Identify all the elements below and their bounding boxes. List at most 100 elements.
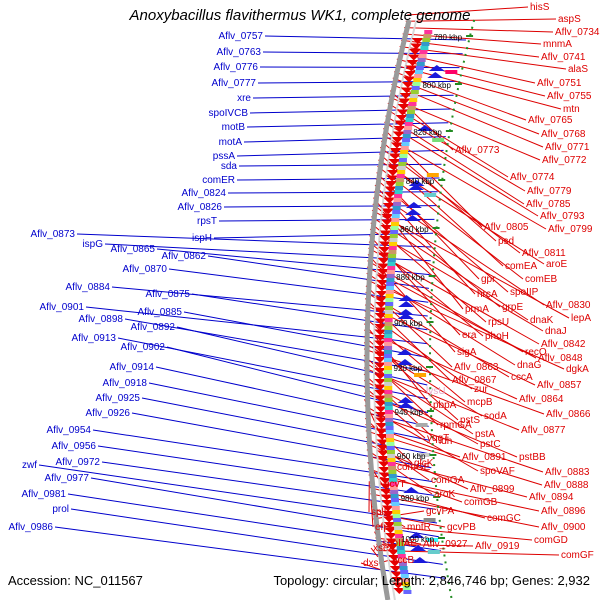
cog-band-segment xyxy=(385,310,393,314)
feature-block xyxy=(428,550,440,554)
left-connector xyxy=(237,150,444,156)
right-gene-label: Aflv_0830 xyxy=(546,300,591,311)
right-gene-label: rpmGA xyxy=(440,420,472,431)
right-gene-label: Aflv_0857 xyxy=(537,380,582,391)
left-gene-label: Aflv_0824 xyxy=(182,188,227,199)
accession-text: Accession: NC_011567 xyxy=(8,573,143,588)
cog-band-segment xyxy=(386,282,394,286)
left-gene-label: Aflv_0865 xyxy=(111,244,156,255)
cog-band-segment xyxy=(384,374,392,378)
left-gene-label: Aflv_0925 xyxy=(96,393,141,404)
cog-band-segment xyxy=(386,438,394,442)
cog-band-segment xyxy=(405,122,413,126)
right-gene-label: spoIIP xyxy=(510,287,539,298)
left-gene-label: Aflv_0892 xyxy=(131,322,176,333)
feature-block xyxy=(445,70,457,74)
feature-arrow-blue xyxy=(405,209,421,215)
cog-band-segment xyxy=(387,454,395,458)
cog-band-segment xyxy=(403,134,411,138)
cog-band-segment xyxy=(394,526,402,530)
left-gene-label: Aflv_0981 xyxy=(22,489,67,500)
right-gene-label: Aflv_0894 xyxy=(529,492,574,503)
left-gene-label: Aflv_0901 xyxy=(40,302,85,313)
cog-band-segment xyxy=(384,354,392,358)
cog-band-segment xyxy=(384,342,392,346)
cog-band-segment xyxy=(395,190,403,194)
cog-band-segment xyxy=(390,490,398,494)
cog-band-segment xyxy=(397,550,405,554)
scale-tick-label: 860 kbp xyxy=(400,225,429,234)
cog-band-segment xyxy=(398,166,406,170)
cog-band-segment xyxy=(384,370,392,374)
left-gene-label: comER xyxy=(202,175,235,186)
scale-tick-label: 920 kbp xyxy=(394,364,423,373)
cog-band-segment xyxy=(384,366,392,370)
cog-band-segment xyxy=(408,102,416,106)
left-gene-label: zwf xyxy=(22,460,37,471)
cog-band-segment xyxy=(385,414,393,418)
right-gene-label: lepA xyxy=(571,313,591,324)
cog-band-segment xyxy=(394,194,402,198)
cog-band-segment xyxy=(385,410,393,414)
cog-band-segment xyxy=(386,434,394,438)
left-gene-label: Aflv_0826 xyxy=(178,202,223,213)
right-gene-label: spoVAF xyxy=(480,466,515,477)
cog-band-segment xyxy=(384,390,392,394)
cog-band-segment xyxy=(384,326,392,330)
left-gene-label: Aflv_0914 xyxy=(110,362,155,373)
scale-tick-label: 980 kbp xyxy=(401,494,430,503)
cog-band-segment xyxy=(386,290,394,294)
cog-band-segment xyxy=(409,98,417,102)
cog-band-segment xyxy=(392,510,400,514)
cog-band-segment xyxy=(389,246,397,250)
right-gene-label: sigA xyxy=(457,347,477,358)
right-gene-label: psd xyxy=(498,236,514,247)
cog-band-segment xyxy=(398,162,406,166)
cog-band-segment xyxy=(400,150,408,154)
scale-tick-label: 820 kbp xyxy=(413,128,442,137)
cog-band-segment xyxy=(384,338,392,342)
right-gene-label: dnaJ xyxy=(545,326,567,337)
right-gene-label: accB xyxy=(392,555,415,566)
cog-band-segment xyxy=(384,350,392,354)
cog-band-segment xyxy=(387,274,395,278)
right-gene-label: pbpA xyxy=(433,400,457,411)
right-gene-label: grpE xyxy=(502,302,523,313)
left-connector xyxy=(239,164,441,166)
right-gene-label: Aflv_0741 xyxy=(541,52,586,63)
right-gene-label: dgkA xyxy=(566,364,589,375)
cog-band-segment xyxy=(406,114,414,118)
right-gene-label: alaS xyxy=(568,64,588,75)
left-gene-label: rpsT xyxy=(197,216,217,227)
right-gene-label: pstC xyxy=(480,439,501,450)
cog-band-segment xyxy=(422,38,430,42)
cog-band-segment xyxy=(384,330,392,334)
cog-band-segment xyxy=(392,506,400,510)
cog-band-segment xyxy=(401,142,409,146)
right-gene-label: splB xyxy=(371,507,391,518)
cog-band-segment xyxy=(386,442,394,446)
left-gene-label: Aflv_0757 xyxy=(219,31,264,42)
right-gene-label: zur xyxy=(474,384,489,395)
right-gene-label: comGB xyxy=(464,497,498,508)
cog-band-segment xyxy=(388,262,396,266)
right-gene-label: prmA xyxy=(465,304,489,315)
right-gene-label: gcvPB xyxy=(447,522,476,533)
left-gene-label: Aflv_0885 xyxy=(138,307,183,318)
cog-band-segment xyxy=(385,418,393,422)
cog-band-segment xyxy=(387,270,395,274)
right-gene-label: phoH xyxy=(485,331,509,342)
feature-block xyxy=(424,193,436,197)
scale-tick-label: 900 kbp xyxy=(394,319,423,328)
right-gene-label: comGA xyxy=(431,475,465,486)
right-gene-label: aroK xyxy=(434,489,455,500)
cog-band-segment xyxy=(419,54,427,58)
faded-gene-label: lysU xyxy=(426,386,445,397)
right-gene-label: glcK xyxy=(414,458,434,469)
cog-band-segment xyxy=(410,94,418,98)
right-gene-label: gcvPA xyxy=(426,506,454,517)
cog-band-segment xyxy=(389,474,397,478)
left-gene-label: Aflv_0884 xyxy=(66,282,111,293)
right-gene-label: Aflv_0771 xyxy=(545,142,590,153)
right-gene-label: Aflv_0799 xyxy=(548,224,593,235)
